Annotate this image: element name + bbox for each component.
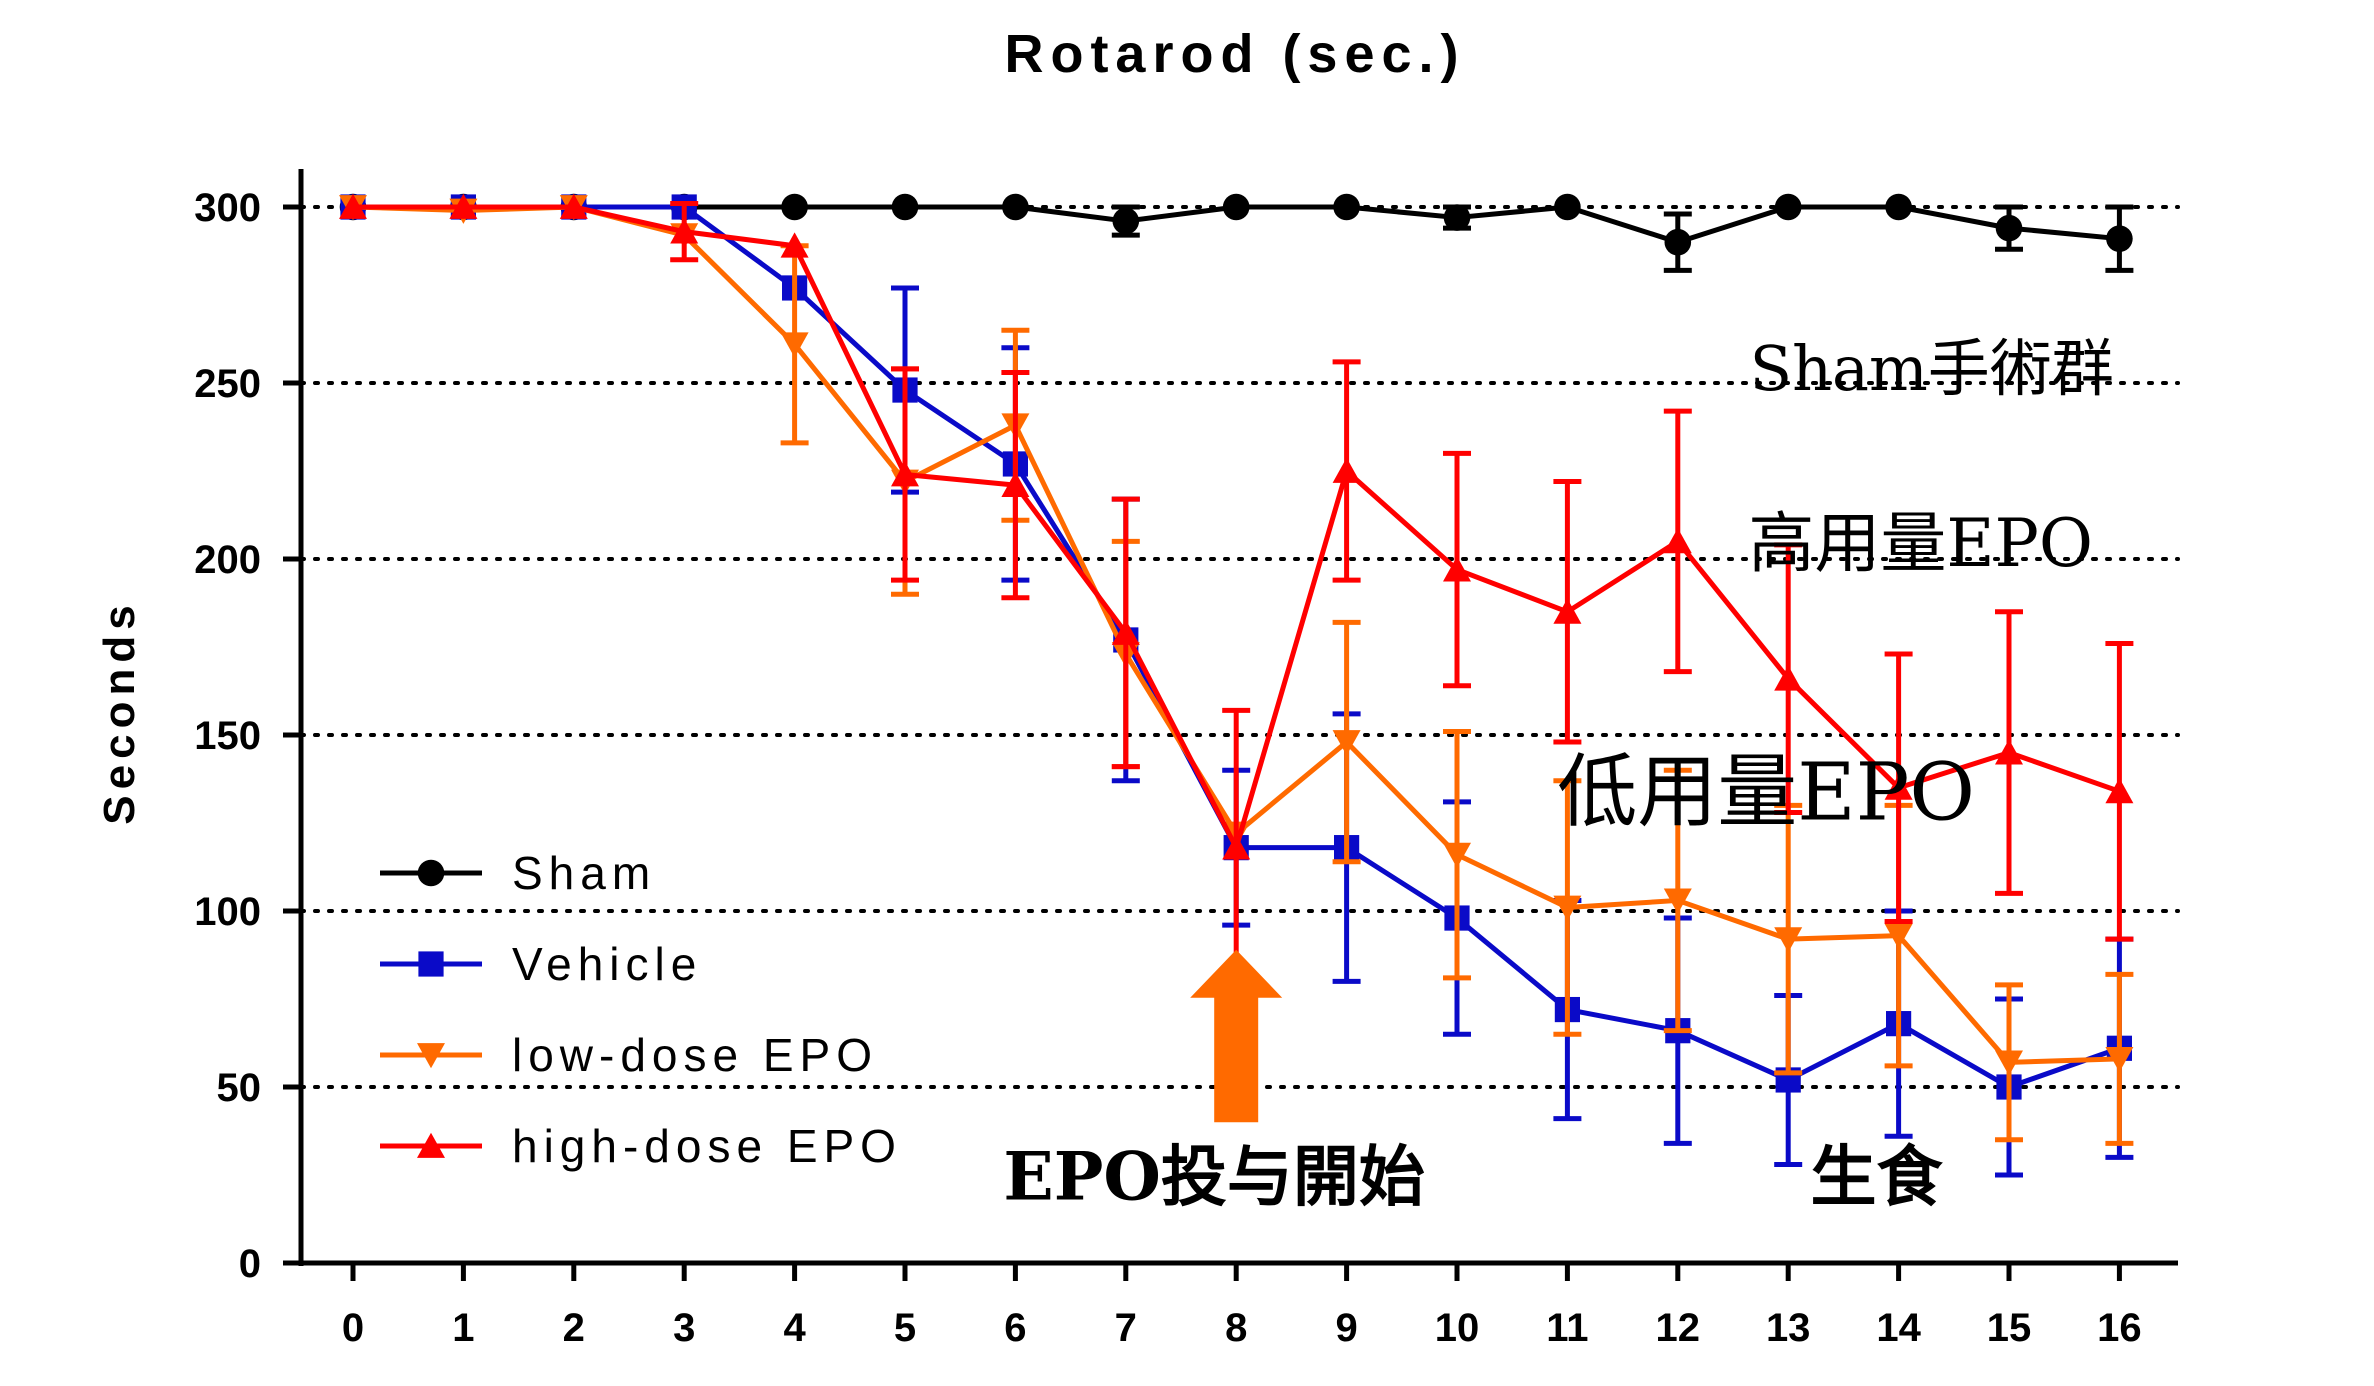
legend-label: Sham xyxy=(512,847,656,899)
data-point xyxy=(1664,228,1692,256)
x-tick-label: 10 xyxy=(1435,1306,1480,1350)
data-point xyxy=(1001,471,1030,497)
data-point xyxy=(2105,778,2134,804)
annotation: 低用量EPO xyxy=(1557,745,1975,838)
legend-label: high-dose EPO xyxy=(512,1120,902,1172)
data-point xyxy=(781,193,808,221)
data-point xyxy=(1443,556,1471,582)
legend-marker xyxy=(417,859,445,887)
data-point xyxy=(559,193,588,219)
data-point xyxy=(1222,834,1251,860)
data-point xyxy=(891,461,919,487)
legend: Sham Vehicle low-dose EPO high-dose EPO xyxy=(380,847,902,1172)
data-point xyxy=(891,193,919,221)
data-point xyxy=(1222,193,1250,221)
legend-marker xyxy=(417,1043,445,1069)
annotation: 生食 xyxy=(1811,1138,1944,1216)
data-point xyxy=(670,218,699,244)
x-tick-label: 0 xyxy=(342,1306,364,1350)
chart-title: Rotarod (sec.) xyxy=(1004,24,1465,84)
x-tick-label: 8 xyxy=(1225,1306,1247,1350)
legend-label: low-dose EPO xyxy=(512,1029,878,1081)
data-point xyxy=(1443,204,1471,231)
data-point xyxy=(1443,842,1471,868)
data-point xyxy=(1774,927,1803,953)
data-point xyxy=(1884,923,1913,949)
x-tick-label: 7 xyxy=(1115,1306,1137,1350)
epo-start-arrow xyxy=(1190,949,1283,1123)
y-tick-label: 50 xyxy=(217,1066,262,1110)
data-point xyxy=(1885,193,1912,221)
x-tick-label: 15 xyxy=(1987,1306,2032,1350)
series-group xyxy=(339,193,2134,1178)
data-point xyxy=(1111,619,1140,645)
data-point xyxy=(1553,895,1582,921)
legend-marker xyxy=(418,951,444,977)
data-point xyxy=(1995,739,2023,765)
legend-marker xyxy=(417,1132,445,1158)
x-tick-label: 14 xyxy=(1876,1306,1921,1350)
x-tick-label: 5 xyxy=(894,1306,916,1350)
data-point xyxy=(1333,193,1360,221)
data-point xyxy=(1774,193,1802,221)
legend-label: Vehicle xyxy=(512,938,702,990)
x-tick-label: 13 xyxy=(1766,1306,1811,1350)
data-point xyxy=(339,193,367,219)
y-tick-label: 250 xyxy=(194,362,261,406)
data-point xyxy=(2105,1046,2134,1073)
x-tick-label: 2 xyxy=(563,1306,585,1350)
data-point xyxy=(449,193,478,219)
annotation: 高用量EPO xyxy=(1748,505,2093,582)
x-tick-label: 12 xyxy=(1656,1306,1701,1350)
data-point xyxy=(1663,888,1692,914)
x-tick-label: 1 xyxy=(452,1306,474,1350)
series-high-dose-epo xyxy=(339,193,2134,988)
data-point xyxy=(1774,665,1803,691)
data-point xyxy=(780,232,809,258)
y-tick-label: 200 xyxy=(194,538,261,582)
y-tick-label: 0 xyxy=(239,1242,261,1286)
y-ticks: 0 50 100 150 200 250 300 xyxy=(194,186,301,1286)
y-tick-label: 300 xyxy=(194,186,261,230)
data-point xyxy=(1332,457,1361,483)
y-tick-label: 100 xyxy=(194,890,261,934)
y-tick-label: 150 xyxy=(194,714,261,758)
x-tick-label: 4 xyxy=(783,1306,806,1350)
data-point xyxy=(1554,193,1581,221)
data-point xyxy=(1112,207,1140,235)
x-tick-label: 9 xyxy=(1335,1306,1357,1350)
data-point xyxy=(1995,214,2023,242)
data-point xyxy=(1002,193,1029,221)
data-point xyxy=(1995,1050,2023,1076)
data-point xyxy=(1553,598,1582,624)
annotation: Sham手術群 xyxy=(1750,332,2114,405)
arrow-shape xyxy=(1190,949,1283,1123)
x-tick-label: 11 xyxy=(1546,1306,1588,1350)
x-tick-label: 6 xyxy=(1004,1306,1026,1350)
data-point xyxy=(780,332,809,358)
x-ticks: 0 1 2 3 4 5 6 7 8 9 10 11 12 13 14 15 16 xyxy=(342,1263,2142,1350)
data-point xyxy=(1884,774,1913,800)
x-tick-label: 16 xyxy=(2097,1306,2142,1350)
data-point xyxy=(1332,730,1361,756)
y-axis-label: Seconds xyxy=(95,599,144,824)
data-point xyxy=(2106,225,2133,252)
annotation: EPO投与開始 xyxy=(1003,1138,1424,1216)
x-tick-label: 3 xyxy=(673,1306,695,1350)
data-point xyxy=(1663,528,1692,554)
